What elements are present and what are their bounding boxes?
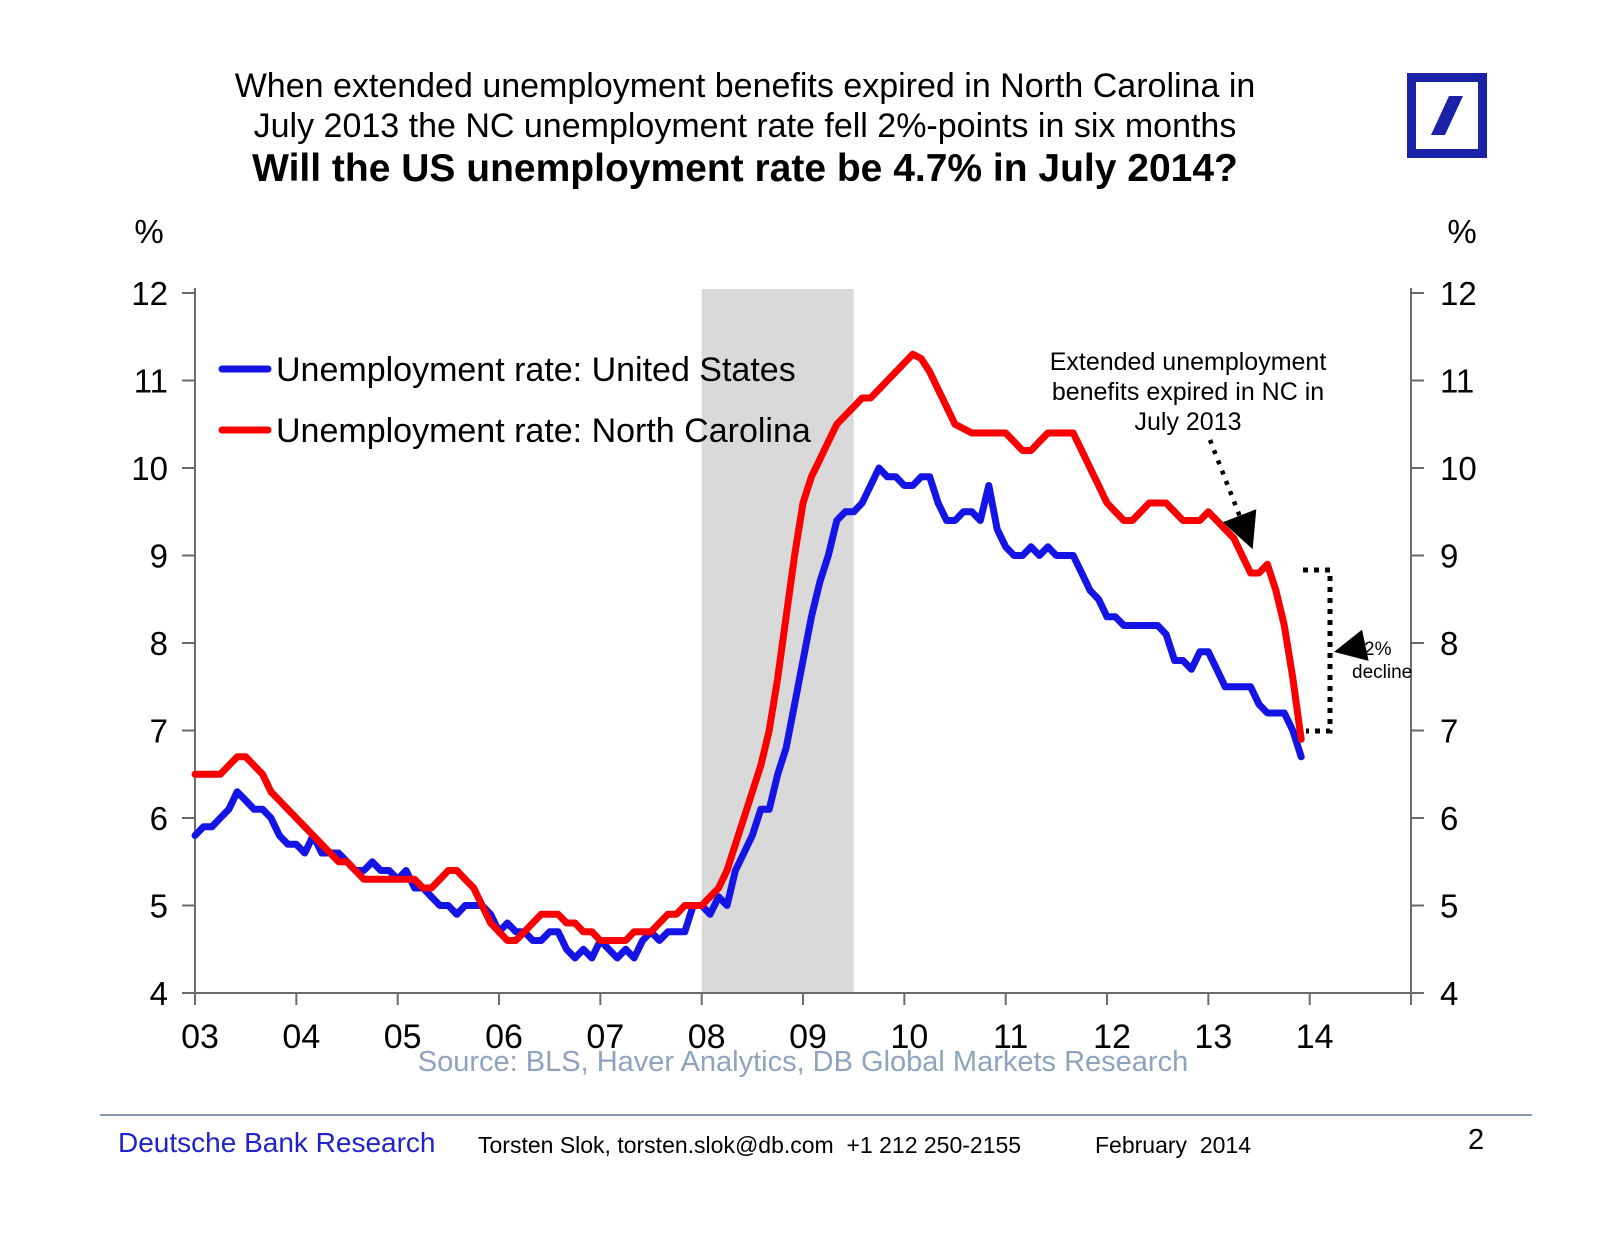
annotation-decline: 2% decline xyxy=(1303,567,1412,734)
x-tick-label: 04 xyxy=(282,1018,320,1056)
x-tick-label: 13 xyxy=(1194,1018,1232,1056)
y-tick-label-right: 7 xyxy=(1440,713,1458,750)
y-tick-label-left: 4 xyxy=(150,975,168,1012)
annotation-line-2: benefits expired in NC in xyxy=(1052,378,1324,406)
y-axis-unit-right: % xyxy=(1447,213,1476,250)
recession-band xyxy=(701,289,854,993)
y-tick-label-left: 8 xyxy=(150,625,168,662)
decline-bracket xyxy=(1303,567,1333,734)
x-tick-label: 07 xyxy=(586,1018,624,1056)
decline-label-line-1: 2% xyxy=(1364,639,1392,660)
x-tick-label: 09 xyxy=(789,1018,827,1056)
legend-us-label: Unemployment rate: United States xyxy=(276,351,796,389)
annotation-line-3: July 2013 xyxy=(1134,408,1241,436)
title-block: When extended unemployment benefits expi… xyxy=(110,66,1380,192)
db-logo-slash-icon xyxy=(1431,96,1463,135)
page-number: 2 xyxy=(1468,1124,1485,1156)
x-tick-label: 03 xyxy=(181,1018,219,1056)
y-tick-label-right: 4 xyxy=(1440,975,1458,1012)
x-tick-label: 06 xyxy=(485,1018,523,1056)
y-tick-label-left: 10 xyxy=(131,450,168,487)
footer-contact: Torsten Slok, torsten.slok@db.com +1 212… xyxy=(478,1132,1022,1158)
footer-date: February 2014 xyxy=(1095,1132,1251,1158)
x-tick-label: 08 xyxy=(688,1018,726,1056)
y-tick-label-right: 11 xyxy=(1440,363,1474,400)
title-line-2: July 2013 the NC unemployment rate fell … xyxy=(253,107,1237,145)
annotation-benefits-expired: Extended unemployment benefits expired i… xyxy=(1050,348,1327,550)
y-tick-label-left: 5 xyxy=(150,888,168,925)
legend-nc-label: Unemployment rate: North Carolina xyxy=(276,412,811,450)
decline-leader-arrow-icon xyxy=(1334,629,1369,661)
y-axis-unit-left: % xyxy=(134,213,163,250)
y-tick-label-left: 11 xyxy=(134,363,168,400)
title-line-3: Will the US unemployment rate be 4.7% in… xyxy=(252,147,1238,190)
x-tick-label: 10 xyxy=(890,1018,928,1056)
annotation-line-1: Extended unemployment xyxy=(1050,348,1327,376)
y-tick-label-left: 6 xyxy=(150,800,168,837)
x-tick-label: 12 xyxy=(1093,1018,1131,1056)
decline-label-line-2: decline xyxy=(1352,662,1412,683)
y-tick-label-right: 6 xyxy=(1440,800,1458,837)
y-tick-label-right: 10 xyxy=(1440,450,1477,487)
footer-brand: Deutsche Bank Research xyxy=(118,1127,436,1158)
y-tick-label-right: 8 xyxy=(1440,625,1458,662)
y-tick-label-right: 12 xyxy=(1440,275,1477,312)
deutsche-bank-logo xyxy=(1407,73,1487,158)
y-tick-label-left: 12 xyxy=(131,275,168,312)
footer-divider xyxy=(100,1114,1532,1116)
y-tick-label-left: 9 xyxy=(150,538,168,575)
source-note: Source: BLS, Haver Analytics, DB Global … xyxy=(417,1046,1189,1078)
x-tick-label: 05 xyxy=(384,1018,422,1056)
y-tick-label-right: 9 xyxy=(1440,538,1458,575)
series-line-north-carolina xyxy=(191,350,1305,944)
annotation-arrow-icon xyxy=(1207,439,1257,550)
title-line-1: When extended unemployment benefits expi… xyxy=(234,67,1256,105)
x-tick-label: 14 xyxy=(1296,1018,1334,1056)
x-tick-label: 11 xyxy=(993,1018,1028,1056)
y-tick-label-left: 7 xyxy=(150,713,168,750)
y-tick-label-right: 5 xyxy=(1440,888,1458,925)
legend: Unemployment rate: United States Unemplo… xyxy=(218,351,811,450)
series-line-united-states xyxy=(191,464,1305,962)
